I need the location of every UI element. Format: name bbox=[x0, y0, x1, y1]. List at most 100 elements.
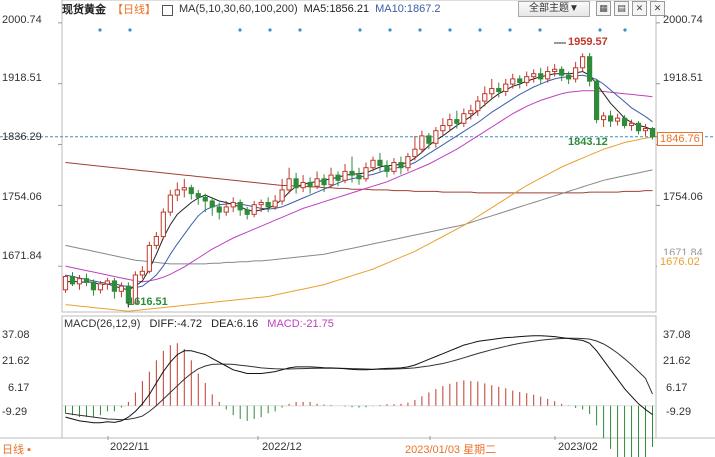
candle bbox=[552, 68, 558, 72]
candle bbox=[62, 275, 69, 291]
candle bbox=[349, 170, 355, 176]
candle bbox=[461, 113, 467, 124]
candle bbox=[118, 285, 124, 292]
event-marker bbox=[538, 28, 542, 32]
candle bbox=[398, 162, 404, 169]
candle bbox=[440, 125, 446, 132]
low-annotation: 1616.51 bbox=[128, 296, 168, 308]
candle bbox=[83, 278, 90, 283]
macd-header: MACD(26,12,9) DIFF:-4.72 DEA:6.16 MACD:-… bbox=[64, 318, 340, 330]
candle bbox=[433, 130, 439, 144]
candle bbox=[97, 283, 104, 291]
candle bbox=[160, 211, 166, 238]
candle bbox=[272, 200, 278, 208]
candle bbox=[447, 119, 453, 127]
ma60-line bbox=[65, 136, 653, 312]
candle bbox=[594, 80, 600, 121]
candle bbox=[621, 117, 628, 127]
event-marker bbox=[358, 28, 362, 32]
candle bbox=[531, 73, 537, 78]
candle bbox=[237, 201, 243, 211]
candle bbox=[489, 88, 495, 95]
macd-dea-value: DEA:6.16 bbox=[211, 318, 259, 330]
candle bbox=[202, 196, 208, 202]
candle bbox=[524, 76, 530, 84]
macd-value: MACD:-21.75 bbox=[267, 318, 334, 330]
candle bbox=[216, 206, 222, 213]
price-axis-label: 1754.06 bbox=[2, 191, 42, 203]
macd-axis-label: 6.17 bbox=[666, 382, 688, 394]
candle bbox=[587, 56, 593, 82]
settings-icon[interactable]: ▦ bbox=[596, 1, 611, 16]
candle bbox=[279, 189, 285, 202]
candle bbox=[188, 187, 194, 195]
chart-header: 现货黄金 【日线】 MA(5,10,30,60,100,200) MA5:185… bbox=[0, 0, 447, 18]
date-axis-label: 2023/01/03 星期二 bbox=[405, 444, 497, 456]
period-tab[interactable]: 日线 ▪ bbox=[2, 444, 31, 456]
date-axis-label: 2022/12 bbox=[262, 441, 302, 453]
candle bbox=[517, 78, 523, 84]
candle bbox=[607, 115, 614, 122]
candle bbox=[293, 178, 299, 189]
ma5-value: MA5:1856.21 bbox=[303, 3, 370, 15]
candle bbox=[314, 178, 320, 187]
candle bbox=[573, 67, 579, 80]
event-marker bbox=[598, 28, 602, 32]
candle bbox=[335, 174, 341, 181]
candle bbox=[468, 110, 474, 115]
macd-axis-label: 37.08 bbox=[663, 329, 691, 341]
close-icon[interactable]: ✕ bbox=[650, 1, 665, 16]
candle bbox=[475, 100, 481, 112]
macd-axis-label: -9.29 bbox=[2, 406, 28, 418]
candle bbox=[286, 178, 292, 191]
candle bbox=[132, 274, 138, 304]
candle bbox=[300, 182, 306, 189]
candle bbox=[496, 88, 502, 92]
close-icon[interactable]: ✕ bbox=[632, 1, 647, 16]
price-panel-frame bbox=[61, 0, 657, 313]
period-label[interactable]: 【日线】 bbox=[112, 4, 156, 16]
price-axis-label: 1918.51 bbox=[663, 72, 703, 84]
macd-axis-label: 21.62 bbox=[2, 355, 30, 367]
candle bbox=[566, 74, 572, 80]
candle bbox=[559, 68, 565, 76]
event-marker bbox=[268, 28, 272, 32]
candle bbox=[174, 189, 180, 196]
event-marker bbox=[128, 28, 132, 32]
event-marker bbox=[98, 28, 102, 32]
candle bbox=[69, 275, 76, 285]
price-axis-label: 1836.29 bbox=[2, 131, 42, 143]
candle bbox=[419, 135, 425, 150]
macd-panel-frame bbox=[61, 315, 657, 439]
macd-axis-label: 21.62 bbox=[663, 355, 691, 367]
instrument-title: 现货黄金 bbox=[62, 4, 106, 16]
candle bbox=[76, 278, 83, 285]
candle bbox=[454, 119, 460, 124]
ma-toggle-icon[interactable] bbox=[162, 4, 173, 16]
candle bbox=[342, 170, 348, 181]
ma-params: MA(5,10,30,60,100,200) bbox=[179, 3, 298, 15]
candle bbox=[614, 117, 621, 122]
candle bbox=[230, 201, 236, 208]
candle bbox=[412, 148, 418, 158]
event-marker bbox=[508, 28, 512, 32]
theme-select-button[interactable]: 全部主题▼ bbox=[518, 1, 590, 17]
price-axis-label: 1754.06 bbox=[663, 191, 703, 203]
settings-icon[interactable]: ▤ bbox=[614, 1, 629, 16]
recent-low-annotation: 1843.12 bbox=[568, 136, 608, 148]
candle bbox=[251, 204, 257, 215]
candle bbox=[635, 122, 642, 132]
dif-line bbox=[65, 335, 653, 424]
candle bbox=[405, 156, 411, 169]
candle bbox=[167, 194, 173, 213]
candle bbox=[628, 122, 635, 127]
candle bbox=[265, 201, 271, 208]
candle bbox=[223, 206, 229, 213]
candle bbox=[370, 159, 376, 169]
candle bbox=[363, 167, 369, 180]
candle bbox=[642, 127, 649, 132]
candle bbox=[377, 159, 383, 166]
candle bbox=[384, 164, 390, 172]
price-axis-label: 1671.84 bbox=[2, 250, 42, 262]
